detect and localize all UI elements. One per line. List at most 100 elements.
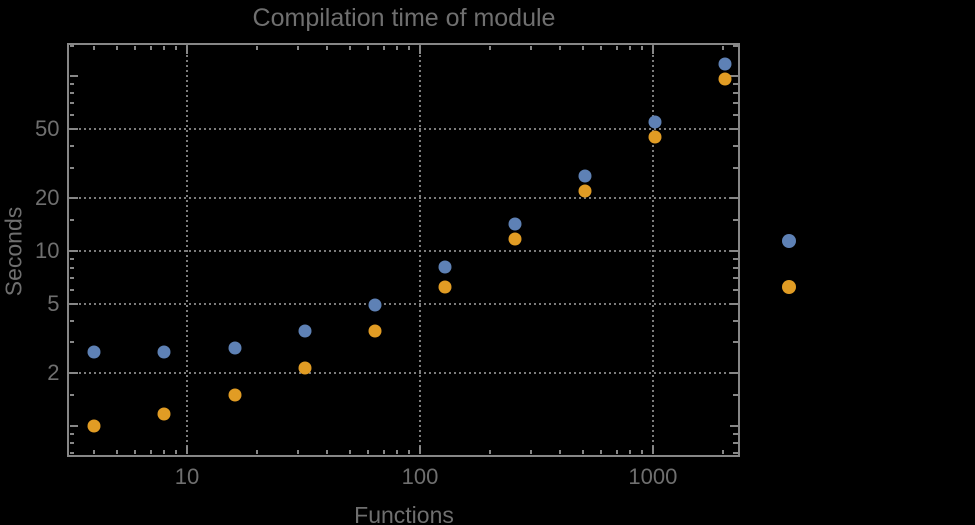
x-tick <box>722 45 725 50</box>
y-tick <box>69 166 74 169</box>
x-tick <box>297 449 300 454</box>
x-tick <box>163 449 166 454</box>
y-tick <box>69 83 74 86</box>
x-gridline <box>651 44 654 455</box>
x-tick <box>382 449 385 454</box>
y-tick <box>69 266 74 269</box>
y-tick <box>733 393 738 396</box>
x-tick <box>581 449 584 454</box>
y-tick <box>69 393 74 396</box>
data-point-series2 <box>648 130 662 144</box>
x-tick <box>149 449 152 454</box>
data-point-series2 <box>157 407 171 421</box>
y-tick <box>69 319 74 322</box>
y-tick <box>69 102 74 105</box>
y-tick <box>733 166 738 169</box>
x-tick <box>615 449 618 454</box>
y-tick <box>733 288 738 291</box>
y-tick <box>733 432 738 435</box>
y-gridline <box>68 197 739 200</box>
x-tick <box>348 45 351 50</box>
y-tick <box>729 250 738 252</box>
y-tick <box>733 441 738 444</box>
x-tick <box>600 449 603 454</box>
x-tick <box>615 45 618 50</box>
x-tick <box>629 449 632 454</box>
y-tick <box>733 319 738 322</box>
y-tick <box>733 44 738 47</box>
x-tick <box>297 45 300 50</box>
y-tick <box>69 219 74 222</box>
y-tick <box>69 197 78 200</box>
data-point-series1 <box>368 298 382 312</box>
x-tick <box>530 45 533 50</box>
x-tick <box>326 45 329 50</box>
y-tick <box>733 451 738 454</box>
y-tick <box>729 75 738 78</box>
y-tick-label: 10 <box>35 238 60 263</box>
x-tick <box>581 45 584 50</box>
x-tick <box>163 45 166 50</box>
y-tick <box>733 257 738 260</box>
data-point-series2 <box>228 388 242 402</box>
x-tick <box>396 45 399 50</box>
y-tick <box>729 424 738 427</box>
y-tick <box>69 341 74 344</box>
data-point-series1 <box>87 345 101 359</box>
x-tick <box>722 449 725 454</box>
x-tick <box>489 45 492 50</box>
y-tick <box>733 144 738 147</box>
data-point-series2 <box>718 72 732 86</box>
y-tick-label: 50 <box>35 115 60 141</box>
y-tick <box>69 372 78 375</box>
y-gridline <box>68 302 739 305</box>
y-gridline <box>68 250 739 252</box>
x-tick <box>93 449 96 454</box>
x-tick <box>559 449 562 454</box>
x-tick <box>348 449 351 454</box>
data-point-series2 <box>578 184 592 198</box>
y-tick <box>69 114 74 117</box>
data-point-series1 <box>157 345 171 359</box>
y-tick <box>69 302 78 305</box>
y-tick <box>69 44 74 47</box>
data-point-series2 <box>87 419 101 433</box>
data-point-series2 <box>298 361 312 375</box>
x-tick <box>530 449 533 454</box>
data-point-series1 <box>298 324 312 338</box>
x-tick <box>382 45 385 50</box>
y-gridline <box>68 127 739 130</box>
y-tick <box>733 92 738 95</box>
x-tick <box>185 446 188 454</box>
y-tick-label: 5 <box>47 290 60 316</box>
y-tick <box>733 102 738 105</box>
x-gridline <box>185 44 188 455</box>
x-tick-label: 1000 <box>628 464 678 489</box>
x-tick <box>149 45 152 50</box>
x-tick <box>641 45 644 50</box>
x-tick <box>651 446 654 454</box>
x-tick <box>651 45 654 54</box>
legend-marker-series1 <box>782 234 796 248</box>
chart-title: Compilation time of module <box>252 4 556 32</box>
y-tick <box>69 75 78 78</box>
x-gridline <box>418 44 421 455</box>
x-tick <box>134 45 137 50</box>
data-point-series1 <box>508 217 522 231</box>
x-tick <box>175 45 178 50</box>
y-tick <box>69 127 78 130</box>
y-tick-label: 20 <box>35 185 60 211</box>
x-axis-title: Functions <box>354 502 454 525</box>
y-tick <box>733 266 738 269</box>
x-tick <box>256 45 259 50</box>
x-tick <box>367 449 370 454</box>
plot-frame <box>67 43 740 457</box>
y-tick <box>69 277 74 280</box>
x-tick <box>256 449 259 454</box>
y-tick <box>733 277 738 280</box>
x-tick <box>408 449 411 454</box>
x-tick <box>408 45 411 50</box>
x-tick <box>367 45 370 50</box>
